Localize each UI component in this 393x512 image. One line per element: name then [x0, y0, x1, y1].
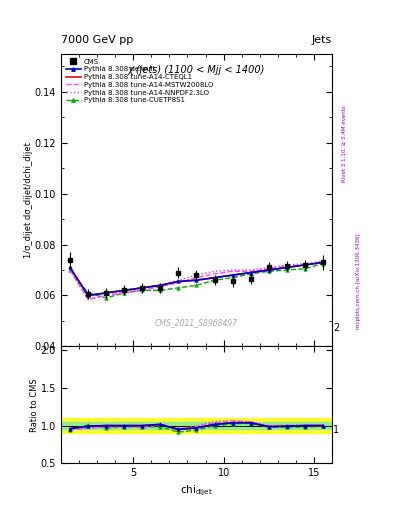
Bar — [61, 422, 332, 430]
Text: CMS_2011_S8968497: CMS_2011_S8968497 — [155, 318, 238, 328]
Text: 2: 2 — [333, 323, 340, 333]
Text: 7000 GeV pp: 7000 GeV pp — [61, 35, 133, 45]
Text: 1: 1 — [333, 425, 340, 435]
Text: χ (jets) (1100 < Mjj < 1400): χ (jets) (1100 < Mjj < 1400) — [128, 66, 265, 75]
Text: Rivet 3.1.10, ≥ 3.4M events: Rivet 3.1.10, ≥ 3.4M events — [342, 105, 347, 182]
Y-axis label: Ratio to CMS: Ratio to CMS — [30, 378, 39, 432]
X-axis label: chi$_{\rm dijet}$: chi$_{\rm dijet}$ — [180, 484, 213, 498]
Bar — [61, 418, 332, 433]
Text: Jets: Jets — [312, 35, 332, 45]
Legend: CMS, Pythia 8.308 default, Pythia 8.308 tune-A14-CTEQL1, Pythia 8.308 tune-A14-M: CMS, Pythia 8.308 default, Pythia 8.308 … — [64, 57, 215, 104]
Y-axis label: 1/σ_dijet dσ_dijet/dchi_dijet: 1/σ_dijet dσ_dijet/dchi_dijet — [24, 142, 33, 258]
Text: mcplots.cern.ch [arXiv:1306.3436]: mcplots.cern.ch [arXiv:1306.3436] — [356, 234, 361, 329]
